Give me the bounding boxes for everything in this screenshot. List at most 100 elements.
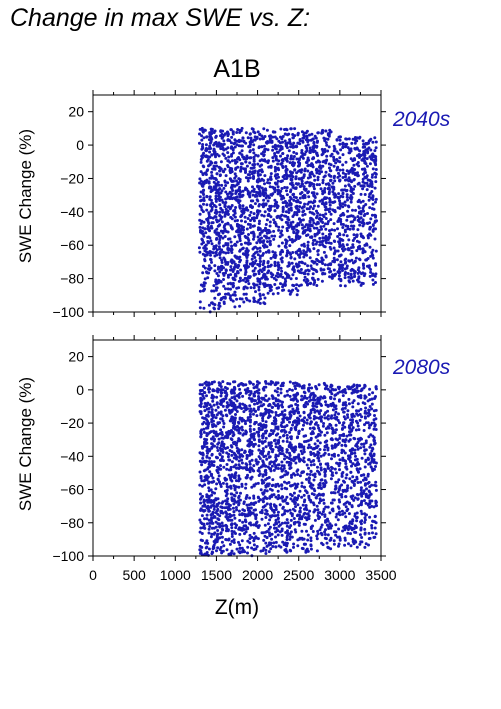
data-point [285,205,289,208]
data-point [297,494,301,498]
data-point [333,249,337,253]
data-point [212,464,216,467]
data-point [302,410,306,414]
data-point [286,416,289,420]
data-point [306,143,310,147]
data-point [267,236,271,240]
data-point [285,524,289,528]
data-point [252,269,256,273]
data-point [280,218,284,222]
data-point [324,255,328,259]
data-point [252,531,256,535]
data-point [271,159,275,163]
data-point [260,152,264,156]
data-point [219,485,223,488]
data-point [283,277,287,281]
data-point [294,461,298,465]
data-point [267,269,271,273]
data-point [344,271,347,274]
data-point [247,282,251,286]
data-point [300,243,304,247]
data-point [290,473,293,477]
plot-frame-2040s [92,94,382,313]
data-point [234,506,238,509]
data-point [346,198,349,202]
data-point [327,236,331,240]
data-point [357,266,361,270]
data-point [264,454,268,458]
data-point [254,290,257,294]
data-point [221,414,225,418]
data-point [311,430,315,434]
data-point [234,479,238,483]
data-point [340,266,344,270]
data-point [274,545,278,549]
data-point [318,183,321,187]
data-point [225,478,229,481]
data-point [263,273,267,277]
data-point [345,193,349,197]
data-point [226,497,230,501]
data-point [252,159,256,163]
data-point [258,227,262,231]
data-point [343,273,347,277]
data-point [298,138,302,141]
data-point [233,305,237,309]
data-point [341,249,345,253]
data-point [240,214,243,218]
data-point [285,201,289,205]
data-point [255,513,258,517]
data-point [300,495,304,499]
data-point [304,250,308,254]
data-point [218,522,222,526]
data-point [246,279,250,283]
data-point [249,219,252,222]
data-point [277,484,281,488]
data-point [336,165,340,169]
data-point [298,521,301,525]
data-point [293,161,296,165]
data-point [284,210,288,214]
data-point [238,513,242,517]
data-point [325,241,328,245]
data-point [207,390,211,394]
data-point [283,394,287,398]
data-point [269,460,273,464]
data-point [238,304,242,308]
data-point [342,233,346,237]
data-point [210,289,214,293]
data-point [272,493,276,497]
data-point [256,180,260,184]
data-point [245,164,249,168]
data-point [301,218,305,222]
data-point [306,240,310,244]
data-point [270,537,274,541]
data-point [359,192,363,196]
data-point [357,275,361,279]
data-point [268,230,272,234]
data-point [303,511,307,515]
data-point [364,203,368,206]
y-axis-label-2040s: SWE Change (%) [16,129,35,263]
data-point [277,286,281,290]
data-point [276,533,280,537]
data-point [222,273,226,277]
data-point [253,261,257,265]
data-point [199,551,203,555]
data-point [295,485,299,489]
data-point [291,171,295,175]
data-point [209,405,213,409]
data-point [240,425,244,429]
data-point [313,178,317,182]
data-point [341,192,345,196]
data-point [338,201,342,205]
data-point [203,266,207,270]
data-point [208,525,212,528]
data-point [248,176,252,180]
data-point [217,245,221,249]
data-point [240,219,243,223]
data-point [260,163,264,167]
data-point [238,185,242,189]
data-point [226,275,230,279]
data-point [246,179,250,183]
